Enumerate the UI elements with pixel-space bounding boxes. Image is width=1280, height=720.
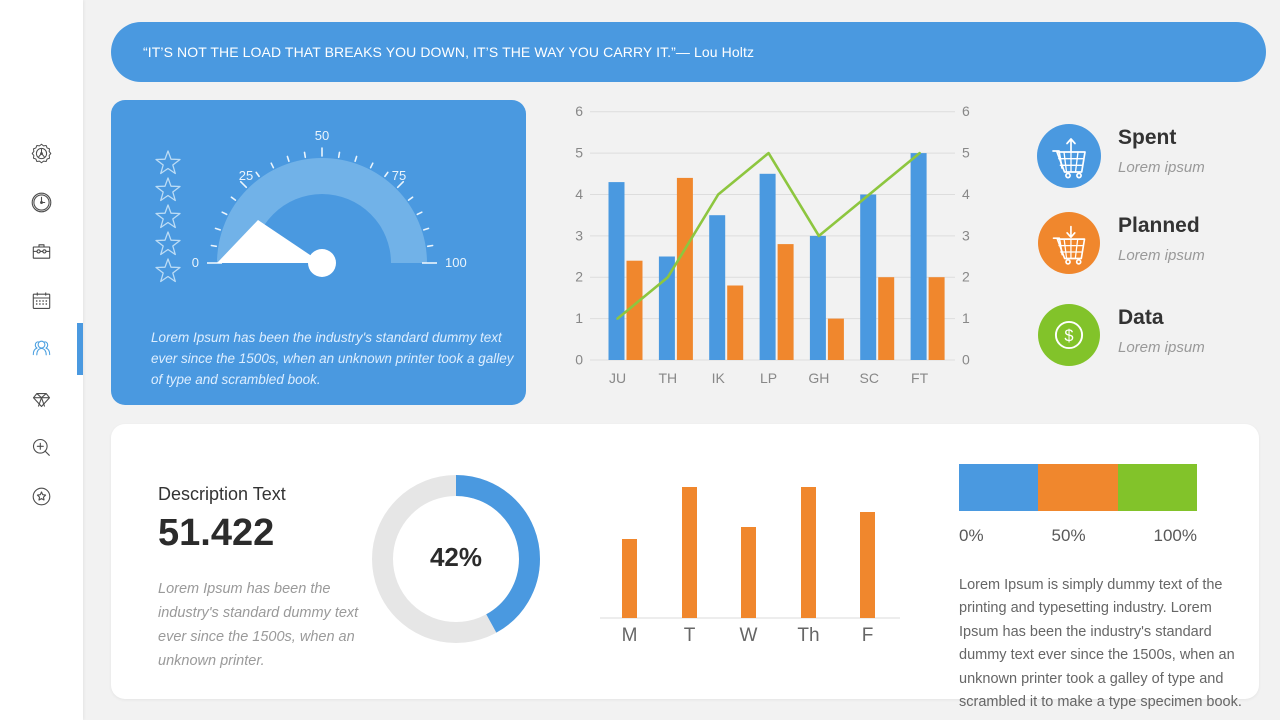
- svg-text:75: 75: [392, 168, 406, 183]
- svg-text:IK: IK: [712, 370, 726, 386]
- svg-text:0: 0: [575, 352, 583, 368]
- svg-text:LP: LP: [760, 370, 777, 386]
- svg-text:3: 3: [575, 227, 583, 243]
- svg-text:M: M: [622, 625, 638, 646]
- svg-text:25: 25: [239, 168, 253, 183]
- svg-text:0: 0: [962, 352, 970, 368]
- svg-text:Th: Th: [797, 625, 819, 646]
- svg-text:6: 6: [962, 103, 970, 119]
- svg-text:1: 1: [962, 310, 970, 326]
- svg-text:$: $: [1064, 327, 1073, 345]
- svg-text:T: T: [684, 625, 696, 646]
- svg-text:1: 1: [575, 310, 583, 326]
- svg-text:5: 5: [962, 145, 970, 161]
- svg-text:TH: TH: [659, 370, 678, 386]
- svg-text:GH: GH: [808, 370, 829, 386]
- svg-text:4: 4: [962, 186, 970, 202]
- svg-text:2: 2: [962, 269, 970, 285]
- svg-text:5: 5: [575, 145, 583, 161]
- svg-text:F: F: [862, 625, 874, 646]
- svg-text:SC: SC: [860, 370, 879, 386]
- svg-text:100: 100: [445, 255, 467, 270]
- svg-text:JU: JU: [609, 370, 626, 386]
- svg-text:W: W: [740, 625, 758, 646]
- svg-text:3: 3: [962, 227, 970, 243]
- svg-text:0: 0: [192, 255, 199, 270]
- svg-text:2: 2: [575, 269, 583, 285]
- svg-text:4: 4: [575, 186, 583, 202]
- svg-text:50: 50: [315, 128, 329, 143]
- svg-text:42%: 42%: [430, 542, 482, 572]
- svg-text:FT: FT: [911, 370, 929, 386]
- svg-text:6: 6: [575, 103, 583, 119]
